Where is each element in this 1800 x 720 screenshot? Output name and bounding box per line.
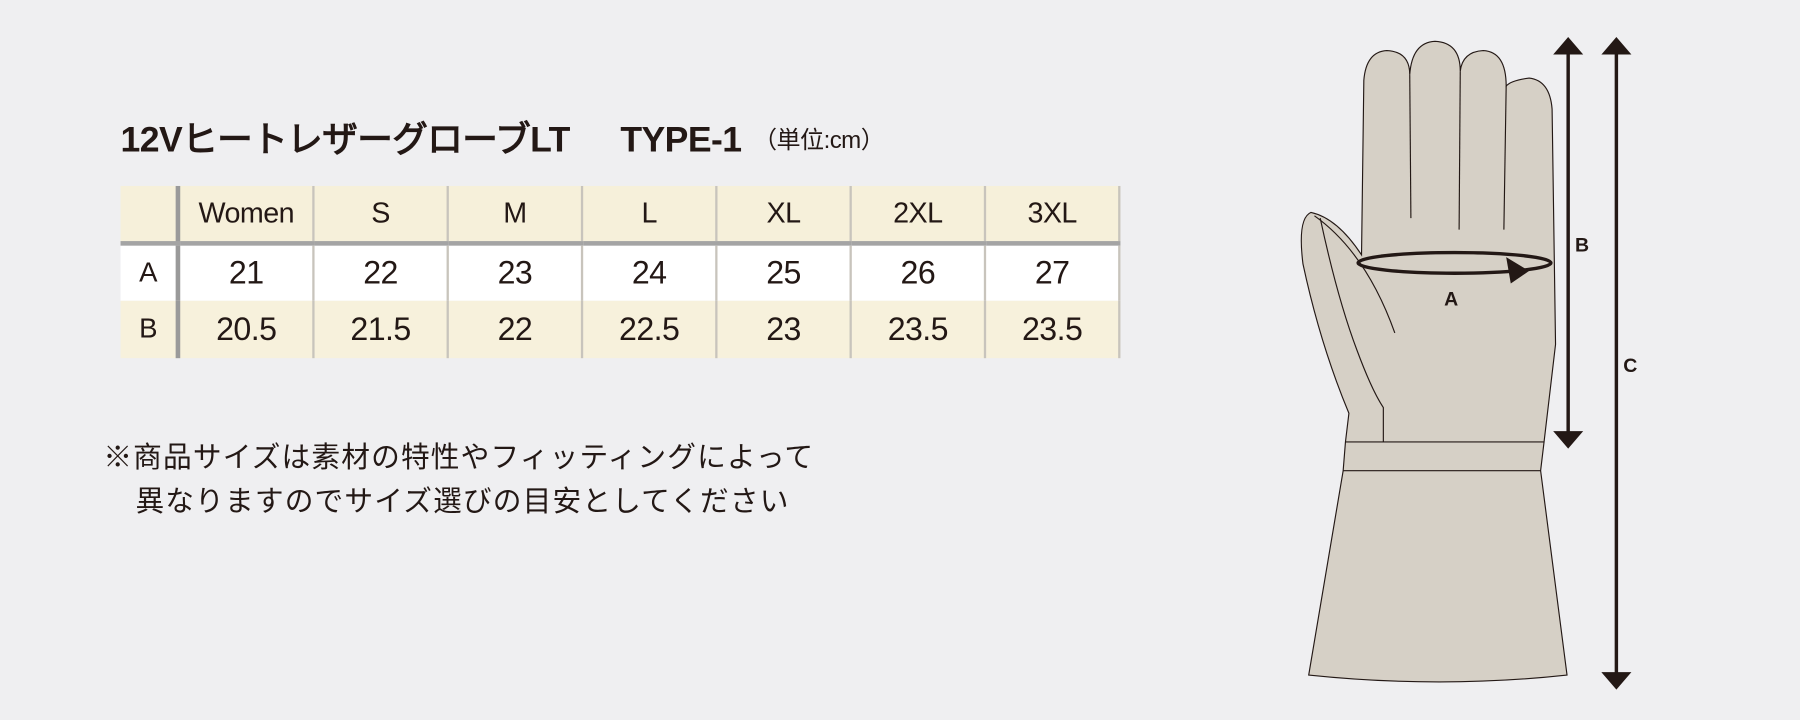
table-cell: 23.5 bbox=[984, 300, 1121, 359]
column-header: 3XL bbox=[984, 185, 1121, 246]
column-header: 2XL bbox=[850, 185, 987, 246]
size-table: Women S M L XL 2XL 3XL A 21 22 23 24 25 … bbox=[120, 185, 1121, 359]
table-cell: 22 bbox=[313, 243, 449, 301]
measurement-b-arrow-icon: B bbox=[1553, 37, 1589, 449]
note-line: ※商品サイズは素材の特性やフィッティングによって bbox=[103, 441, 815, 475]
table-header-row: Women S M L XL 2XL 3XL bbox=[120, 185, 1121, 246]
label-b: B bbox=[1575, 234, 1589, 256]
column-header: M bbox=[447, 185, 584, 246]
column-header: XL bbox=[716, 185, 852, 246]
table-cell: 26 bbox=[850, 243, 987, 301]
row-header: A bbox=[120, 243, 181, 301]
table-cell: 21.5 bbox=[313, 300, 449, 359]
table-cell: 21 bbox=[177, 243, 315, 301]
table-cell: 24 bbox=[582, 243, 718, 301]
table-cell: 23 bbox=[447, 243, 584, 301]
note-line: 異なりますのでサイズ選びの目安としてください bbox=[135, 485, 790, 518]
product-name: 12VヒートレザーグローブLT bbox=[120, 119, 571, 160]
corner-cell bbox=[120, 185, 181, 246]
column-header: S bbox=[313, 185, 449, 246]
table-cell: 22 bbox=[447, 300, 584, 359]
table-cell: 27 bbox=[984, 243, 1121, 301]
label-a: A bbox=[1444, 288, 1458, 310]
measurement-c-arrow-icon: C bbox=[1601, 37, 1637, 690]
table-cell: 22.5 bbox=[582, 300, 718, 359]
size-note: ※商品サイズは素材の特性やフィッティングによって 異なりますのでサイズ選びの目安… bbox=[103, 436, 814, 523]
measurement-a-icon: A bbox=[1356, 250, 1553, 310]
table-cell: 23.5 bbox=[850, 300, 987, 359]
product-type: TYPE-1 bbox=[620, 119, 742, 160]
page-title: 12VヒートレザーグローブLT TYPE-1 （単位:cm） bbox=[121, 110, 885, 162]
unit-label: （単位:cm） bbox=[752, 127, 885, 154]
glove-illustration bbox=[1300, 40, 1568, 683]
table-cell: 23 bbox=[716, 300, 852, 359]
table-row: B 20.5 21.5 22 22.5 23 23.5 23.5 bbox=[120, 300, 1121, 359]
table-cell: 20.5 bbox=[177, 300, 315, 359]
table-row: A 21 22 23 24 25 26 27 bbox=[120, 243, 1121, 301]
column-header: L bbox=[582, 185, 718, 246]
table-cell: 25 bbox=[716, 243, 852, 301]
column-header: Women bbox=[177, 185, 315, 246]
row-header: B bbox=[120, 300, 181, 359]
label-c: C bbox=[1623, 355, 1637, 377]
